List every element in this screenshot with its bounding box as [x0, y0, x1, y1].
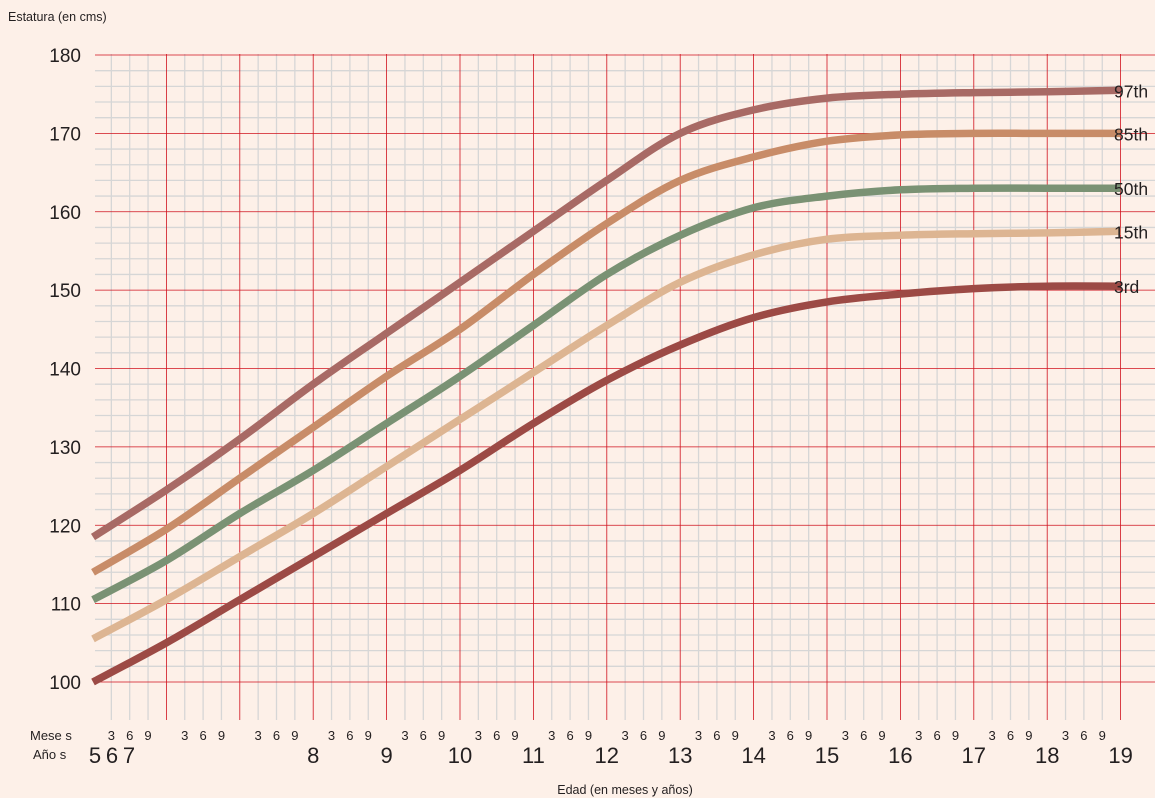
month-tick-label: 3 [622, 728, 629, 743]
series-line-3rd [91, 282, 1121, 686]
month-tick-label: 9 [1025, 728, 1032, 743]
year-tick-label: 18 [1035, 743, 1059, 768]
year-tick-label: 8 [307, 743, 319, 768]
year-tick-label: 11 [522, 743, 545, 768]
month-tick-label: 9 [878, 728, 885, 743]
month-tick-label: 6 [273, 728, 280, 743]
year-tick-label: 16 [888, 743, 912, 768]
month-tick-label: 3 [768, 728, 775, 743]
month-tick-label: 6 [640, 728, 647, 743]
series-label-97th: 97th [1114, 81, 1148, 101]
year-tick-label: 10 [448, 743, 472, 768]
month-tick-label: 9 [144, 728, 151, 743]
month-tick-label: 9 [511, 728, 518, 743]
month-tick-label: 6 [126, 728, 133, 743]
month-tick-label: 6 [787, 728, 794, 743]
y-tick-label: 100 [49, 673, 81, 694]
y-tick-label: 110 [51, 595, 81, 616]
month-tick-label: 6 [1007, 728, 1014, 743]
month-tick-label: 9 [1099, 728, 1106, 743]
y-tick-label: 150 [49, 281, 81, 302]
month-tick-label: 9 [365, 728, 372, 743]
years-row-label: Año s [33, 747, 67, 762]
month-tick-label: 3 [842, 728, 849, 743]
year-tick-label: 5 [89, 743, 101, 768]
year-tick-label: 19 [1108, 743, 1132, 768]
year-tick-label: 12 [595, 743, 619, 768]
month-tick-label: 3 [181, 728, 188, 743]
series-label-15th: 15th [1114, 222, 1148, 242]
month-tick-label: 3 [255, 728, 262, 743]
month-tick-label: 6 [933, 728, 940, 743]
months-row-label: Mese s [30, 728, 72, 743]
month-tick-label: 6 [199, 728, 206, 743]
month-tick-label: 3 [548, 728, 555, 743]
year-tick-label: 9 [380, 743, 392, 768]
month-tick-label: 3 [915, 728, 922, 743]
year-tick-label: 13 [668, 743, 692, 768]
y-tick-label: 160 [49, 203, 81, 224]
y-axis-label: Estatura (en cms) [8, 10, 107, 24]
month-tick-label: 9 [952, 728, 959, 743]
series-line-50th [91, 184, 1121, 604]
year-tick-label: 6 [106, 743, 118, 768]
y-tick-label: 120 [49, 516, 81, 537]
month-tick-label: 6 [713, 728, 720, 743]
y-tick-label: 140 [49, 360, 81, 381]
month-tick-label: 6 [346, 728, 353, 743]
year-tick-label: 17 [962, 743, 986, 768]
series-line-97th [90, 86, 1121, 541]
year-tick-label: 15 [815, 743, 839, 768]
x-axis-label: Edad (en meses y años) [557, 783, 693, 797]
month-tick-label: 6 [493, 728, 500, 743]
series-line-85th [91, 129, 1121, 576]
month-tick-label: 3 [475, 728, 482, 743]
y-tick-label: 130 [49, 438, 81, 459]
month-tick-label: 9 [291, 728, 298, 743]
y-tick-label: 180 [49, 46, 81, 67]
year-tick-label: 14 [741, 743, 765, 768]
series-label-3rd: 3rd [1114, 277, 1139, 297]
month-tick-label: 3 [328, 728, 335, 743]
month-tick-label: 3 [1062, 728, 1069, 743]
series-line-15th [91, 227, 1121, 643]
month-tick-label: 9 [732, 728, 739, 743]
month-tick-label: 6 [1080, 728, 1087, 743]
month-tick-label: 9 [805, 728, 812, 743]
month-tick-label: 9 [658, 728, 665, 743]
month-tick-label: 3 [989, 728, 996, 743]
series-layer [90, 86, 1121, 686]
y-tick-label: 170 [49, 124, 81, 145]
month-tick-label: 3 [108, 728, 115, 743]
month-tick-label: 6 [420, 728, 427, 743]
month-tick-label: 6 [566, 728, 573, 743]
year-tick-label: 7 [123, 743, 135, 768]
series-label-50th: 50th [1114, 179, 1148, 199]
month-tick-label: 9 [218, 728, 225, 743]
month-tick-label: 3 [401, 728, 408, 743]
month-tick-label: 9 [438, 728, 445, 743]
series-label-85th: 85th [1114, 124, 1148, 144]
month-tick-label: 6 [860, 728, 867, 743]
month-tick-label: 3 [695, 728, 702, 743]
month-tick-label: 9 [585, 728, 592, 743]
minor-grid [95, 54, 1155, 720]
